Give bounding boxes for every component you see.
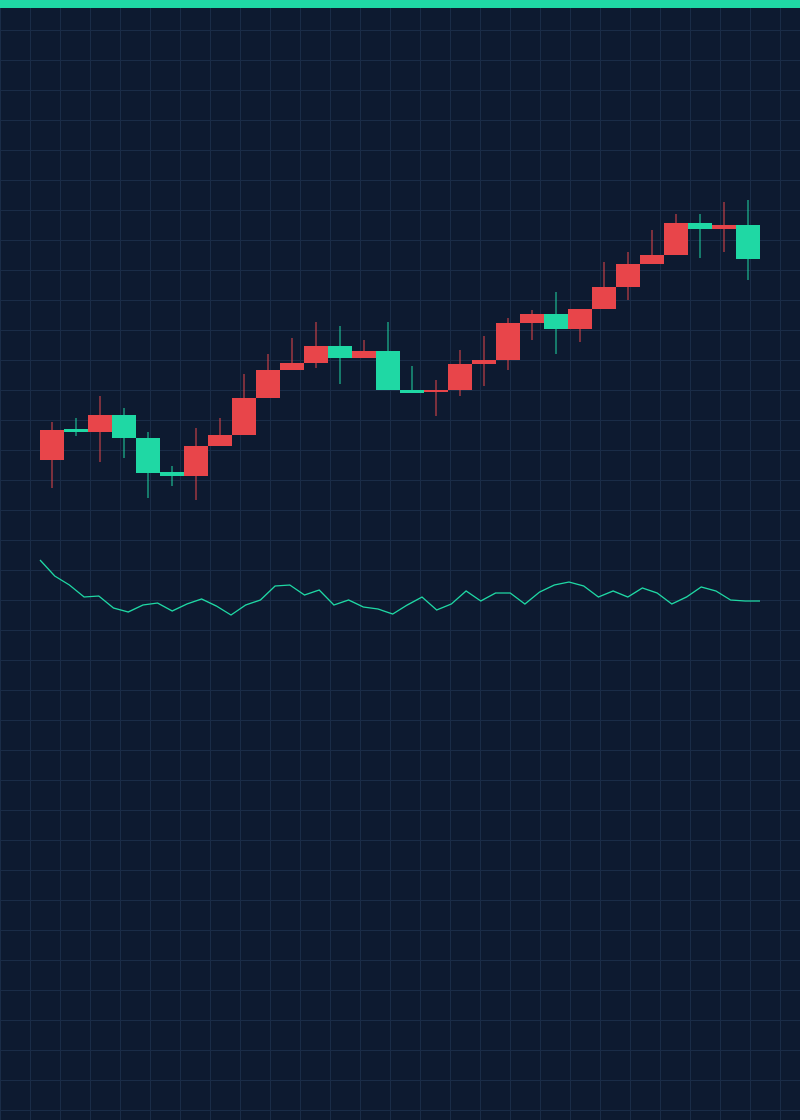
candle-body	[40, 430, 64, 460]
candle-body	[736, 225, 760, 259]
candle-body	[688, 223, 712, 229]
candle-body	[544, 314, 568, 329]
candle-body	[256, 370, 280, 398]
candle-body	[64, 429, 88, 432]
line-series	[39, 559, 760, 616]
candle-body	[496, 323, 520, 360]
candle-body	[232, 398, 256, 435]
candle-body	[304, 346, 328, 363]
candle-body	[376, 351, 400, 390]
candle-body	[520, 314, 544, 323]
candle-body	[112, 415, 136, 438]
candle-body	[616, 264, 640, 287]
candle-body	[184, 446, 208, 476]
candle-body	[424, 390, 448, 392]
candle-body	[400, 390, 424, 393]
candle-body	[568, 309, 592, 329]
candle-body	[328, 346, 352, 358]
candle-body	[592, 287, 616, 309]
candle-body	[280, 363, 304, 370]
candle-body	[160, 472, 184, 476]
candle-body	[664, 223, 688, 255]
candle-body	[88, 415, 112, 432]
candle-body	[472, 360, 496, 364]
candle-body	[208, 435, 232, 446]
candle-body	[448, 364, 472, 390]
top-bar	[0, 0, 800, 8]
candle-body	[136, 438, 160, 473]
candle-body	[352, 351, 376, 358]
candle-body	[712, 225, 736, 229]
candle-body	[640, 255, 664, 264]
